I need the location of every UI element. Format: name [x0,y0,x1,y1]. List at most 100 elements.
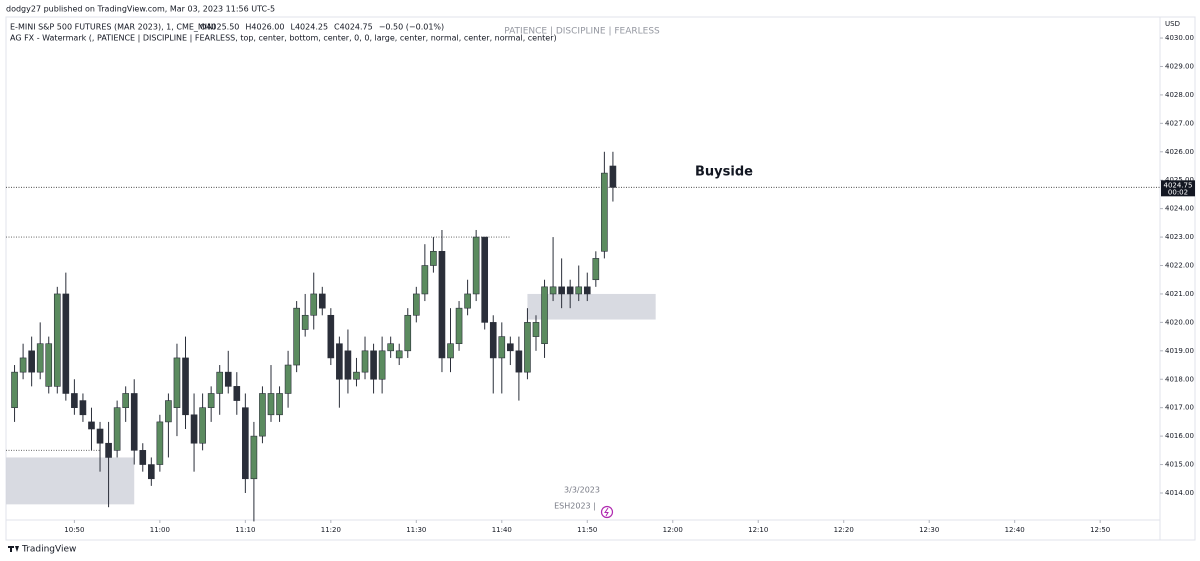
event-icon-bolt [604,507,609,517]
session-date: 3/3/2023 [564,486,600,495]
candle-body [583,286,591,295]
candle-body [310,293,318,316]
candle-body [609,165,617,188]
chart-frame [5,16,1196,541]
x-tick-label: 12:40 [1005,526,1025,534]
y-tick-label: 4018.00 [1165,375,1194,383]
candle-body [250,435,258,480]
candle-body [293,307,300,366]
candle-body [113,407,121,451]
candle-body [464,293,471,309]
candle-body [165,400,172,423]
candle-body [173,357,181,408]
x-tick-label: 11:20 [321,526,341,534]
candle-body [489,322,497,359]
y-tick-label: 4029.00 [1165,62,1194,70]
candle-body [224,371,232,387]
candle-body [190,414,198,444]
zone [527,293,656,320]
candle-body [558,286,565,295]
tv-logo [8,546,19,552]
y-tick-label: 4015.00 [1165,461,1194,469]
y-tick-label: 4022.00 [1165,262,1194,270]
y-tick-label: 4017.00 [1165,404,1194,412]
x-tick-label: 11:50 [577,526,597,534]
candle-body [387,343,394,352]
candle-body [242,407,249,480]
candle-body [11,371,18,408]
candle-body [532,322,540,337]
y-tick-label: 4024.00 [1165,205,1194,213]
ohlc-value: O4025.50 [200,23,239,32]
candle-body [430,250,437,266]
candle-body [566,286,574,295]
candle-body [28,350,35,373]
x-tick-label: 12:10 [748,526,768,534]
candle-body [541,286,548,345]
watermark: PATIENCE | DISCIPLINE | FEARLESS [504,27,660,37]
candle-body [122,393,129,408]
candle-body [421,265,429,295]
candle-body [438,250,446,359]
candle-body [498,336,506,359]
contract: ESH2023 | [554,502,596,511]
y-tick-label: 4014.00 [1165,489,1194,497]
candle-body [404,314,412,352]
candle-body [36,343,44,373]
candle-body [549,286,557,295]
candle-body [267,393,275,416]
price-label-box [1161,180,1195,197]
candle-body [524,322,531,373]
candle-body [472,236,480,295]
ohlc-value: −0.50 (−0.01%) [379,23,444,32]
candle-body [336,343,343,380]
candle-body [130,393,138,451]
event-icon[interactable] [600,505,614,519]
y-tick-label: 4016.00 [1165,432,1194,440]
candle-body [139,450,147,465]
candle-body [45,343,53,387]
y-tick-label: 4020.00 [1165,318,1194,326]
candle-body [207,393,215,408]
candle-body [156,421,164,465]
y-tick-label: 4023.00 [1165,233,1194,241]
ohlc-value: H4026.00 [245,23,284,32]
y-tick-label: 4028.00 [1165,91,1194,99]
candle-body [79,400,87,416]
x-tick-label: 11:10 [235,526,255,534]
candle-body [216,371,224,394]
candle-body [318,293,326,309]
candle-body [233,386,241,401]
candle-body [301,314,309,330]
candle-body [105,442,112,458]
ohlc-value: C4024.75 [334,23,373,32]
candle-body [353,371,360,380]
footer: TradingView [21,545,76,555]
candle-body [19,357,27,373]
y-tick-label: 4025.00 [1165,176,1194,184]
candle-body [327,314,335,359]
symbol: E-MINI S&P 500 FUTURES (MAR 2023), 1, CM… [10,23,216,32]
candle-body [71,393,78,408]
y-tick-label: 4030.00 [1165,34,1194,42]
x-tick-label: 12:00 [663,526,683,534]
candle-body [592,258,600,281]
candle-body [96,428,104,444]
candle-body [199,407,206,444]
candle-body [53,293,61,387]
candle-body [148,464,155,480]
candle-body [182,357,189,416]
candle-body [276,393,283,416]
countdown: 00:02 [1168,188,1188,196]
candle-body [62,293,70,394]
candle-body [601,172,608,252]
candle-body [575,286,583,295]
candle-body [481,236,489,323]
y-tick-label: 4026.00 [1165,148,1194,156]
currency: USD [1165,20,1180,28]
indicator: AG FX - Watermark (, PATIENCE | DISCIPLI… [10,34,557,43]
candle-body [395,350,403,359]
candle-body [259,393,266,437]
